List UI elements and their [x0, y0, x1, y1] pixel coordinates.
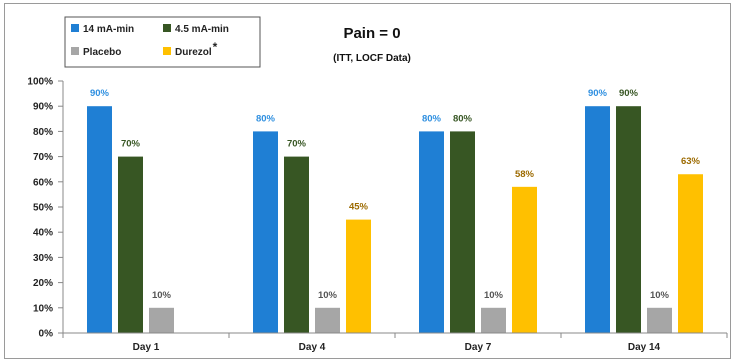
- data-label: 90%: [588, 88, 608, 99]
- data-label: 80%: [422, 113, 442, 124]
- data-label: 70%: [121, 139, 141, 150]
- bar-durezol-day-7: [512, 186, 537, 333]
- y-tick-label: 40%: [33, 228, 53, 239]
- legend-swatch: [163, 47, 171, 55]
- data-label: 70%: [287, 139, 307, 150]
- bar-4-5-ma-min-day-14: [616, 106, 641, 333]
- y-tick-label: 30%: [33, 253, 53, 264]
- legend: 14 mA-min 4.5 mA-min Placebo Durezol *: [71, 24, 229, 58]
- bar-placebo-day-14: [647, 307, 672, 333]
- data-label: 10%: [650, 290, 670, 301]
- legend-asterisk: *: [213, 40, 218, 54]
- x-category-label: Day 14: [628, 342, 661, 353]
- chart-title: Pain = 0: [343, 25, 400, 42]
- bars: 90% 70% 10% 80% 70% 10% 45% 80% 80% 10% 58% 90% 90% 1…: [87, 88, 703, 333]
- y-tick-label: 50%: [33, 203, 53, 214]
- bar-durezol-day-14: [678, 174, 703, 333]
- x-category-label: Day 4: [299, 342, 326, 353]
- bar-placebo-day-1: [149, 307, 174, 333]
- bar-14-ma-min-day-7: [419, 131, 444, 333]
- data-label: 90%: [619, 88, 639, 99]
- x-category-label: Day 1: [133, 342, 160, 353]
- legend-swatch: [71, 47, 79, 55]
- bar-4-5-ma-min-day-1: [118, 156, 143, 333]
- legend-label: 14 mA-min: [83, 24, 134, 35]
- x-axis: Day 1 Day 4 Day 7 Day 14: [62, 332, 728, 353]
- legend-label: Placebo: [83, 47, 121, 58]
- chart-subtitle: (ITT, LOCF Data): [333, 53, 411, 64]
- y-axis: 0% 10% 20% 30% 40% 50% 60% 70% 80% 90% 100%: [27, 77, 64, 340]
- bar-4-5-ma-min-day-7: [450, 131, 475, 333]
- y-tick-label: 20%: [33, 278, 53, 289]
- y-tick-label: 70%: [33, 152, 53, 163]
- bar-durezol-day-4: [346, 219, 371, 333]
- data-label: 10%: [318, 290, 338, 301]
- y-tick-label: 80%: [33, 127, 53, 138]
- data-label: 10%: [484, 290, 504, 301]
- chart-frame: 14 mA-min 4.5 mA-min Placebo Durezol * Pain …: [4, 3, 731, 359]
- legend-swatch: [71, 24, 79, 32]
- data-label: 90%: [90, 88, 110, 99]
- legend-box: [64, 16, 261, 68]
- bar-placebo-day-7: [481, 307, 506, 333]
- data-label: 63%: [681, 156, 701, 167]
- bar-chart: 14 mA-min 4.5 mA-min Placebo Durezol * Pain …: [27, 16, 728, 353]
- data-label: 45%: [349, 202, 369, 213]
- legend-swatch: [163, 24, 171, 32]
- bar-placebo-day-4: [315, 307, 340, 333]
- legend-label: Durezol: [175, 47, 212, 58]
- bar-14-ma-min-day-14: [585, 106, 610, 333]
- y-tick-label: 10%: [33, 303, 53, 314]
- y-tick-label: 0%: [39, 329, 54, 340]
- legend-label: 4.5 mA-min: [175, 24, 229, 35]
- data-label: 58%: [515, 169, 535, 180]
- y-tick-label: 100%: [27, 77, 53, 88]
- bar-14-ma-min-day-4: [253, 131, 278, 333]
- bar-14-ma-min-day-1: [87, 106, 112, 333]
- y-tick-label: 90%: [33, 102, 53, 113]
- bar-4-5-ma-min-day-4: [284, 156, 309, 333]
- data-label: 80%: [453, 113, 473, 124]
- data-label: 10%: [152, 290, 172, 301]
- data-label: 80%: [256, 113, 276, 124]
- x-category-label: Day 7: [465, 342, 492, 353]
- y-tick-label: 60%: [33, 177, 53, 188]
